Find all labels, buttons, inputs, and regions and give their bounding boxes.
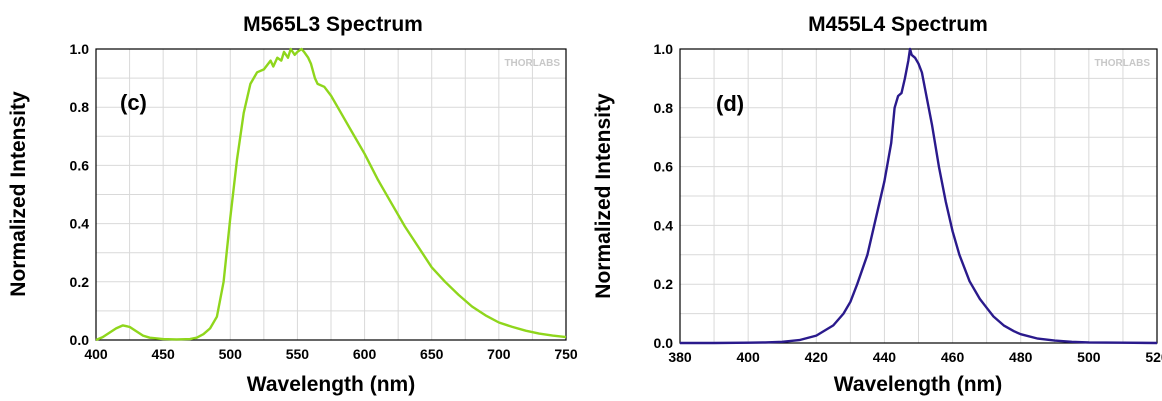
x-tick-label: 600: [353, 346, 377, 362]
chart-m565l3: M565L3 Spectrum 400 450 500 550 600 650 700 750…: [7, 13, 578, 396]
x-axis-label: Wavelength (nm): [834, 373, 1002, 396]
spectrum-line: [680, 47, 1158, 345]
y-tick-label: 0.6: [70, 157, 90, 173]
y-tick-label: 0.2: [70, 274, 90, 290]
x-tick-label: 460: [941, 349, 965, 365]
y-tick-label: 1.0: [70, 41, 90, 57]
y-tick-label: 0.8: [654, 100, 674, 116]
y-tick-label: 0.6: [654, 159, 674, 175]
x-tick-label: 650: [420, 346, 444, 362]
x-tick-label: 750: [554, 346, 578, 362]
y-tick-label: 0.0: [654, 335, 674, 351]
panel-label: (d): [716, 91, 744, 116]
x-tick-label: 400: [84, 346, 108, 362]
spectrum-line: [95, 47, 567, 342]
gridlines: [680, 49, 1157, 343]
y-tick-label: 0.4: [654, 217, 674, 233]
y-tick-label: 0.4: [70, 216, 90, 232]
x-tick-label: 500: [1077, 349, 1101, 365]
x-tick-label: 480: [1009, 349, 1033, 365]
thorlabs-watermark: THORLABS: [1094, 58, 1150, 69]
y-tick-label: 0.2: [654, 276, 674, 292]
x-tick-label: 500: [219, 346, 243, 362]
x-tick-label: 550: [286, 346, 310, 362]
chart-title: M455L4 Spectrum: [808, 13, 988, 36]
x-tick-label: 450: [151, 346, 175, 362]
x-tick-label: 420: [805, 349, 829, 365]
x-tick-label: 380: [668, 349, 692, 365]
x-tick-label: 700: [487, 346, 511, 362]
chart-m455l4: M455L4 Spectrum 380 400 420 440 460 480 500 52 0…: [592, 13, 1162, 396]
spectrum-line-group: [95, 47, 567, 342]
x-tick-labels: 400 450 500 550 600 650 700 750: [84, 346, 578, 362]
y-tick-labels: 0.0 0.2 0.4 0.6 0.8 1.0: [70, 41, 90, 348]
thorlabs-watermark: THORLABS: [504, 58, 560, 69]
y-axis-label: Normalized Intensity: [7, 91, 30, 297]
spectrum-line-group: [680, 47, 1158, 345]
panel-label: (c): [120, 90, 147, 115]
plot-frame: [679, 48, 1158, 344]
x-tick-labels: 380 400 420 440 460 480 500 520: [668, 349, 1162, 365]
x-tick-label: 520: [1145, 349, 1162, 365]
x-tick-label: 400: [736, 349, 760, 365]
y-tick-label: 1.0: [654, 41, 674, 57]
y-tick-label: 0.8: [70, 99, 90, 115]
y-tick-label: 0.0: [70, 332, 90, 348]
y-axis-label: Normalized Intensity: [592, 93, 615, 299]
plot-frame: [95, 48, 567, 341]
x-axis-label: Wavelength (nm): [247, 373, 415, 396]
x-tick-label: 440: [873, 349, 897, 365]
chart-title: M565L3 Spectrum: [243, 13, 423, 36]
gridlines: [96, 49, 566, 340]
y-tick-labels: 0.0 0.2 0.4 0.6 0.8 1.0: [654, 41, 674, 351]
